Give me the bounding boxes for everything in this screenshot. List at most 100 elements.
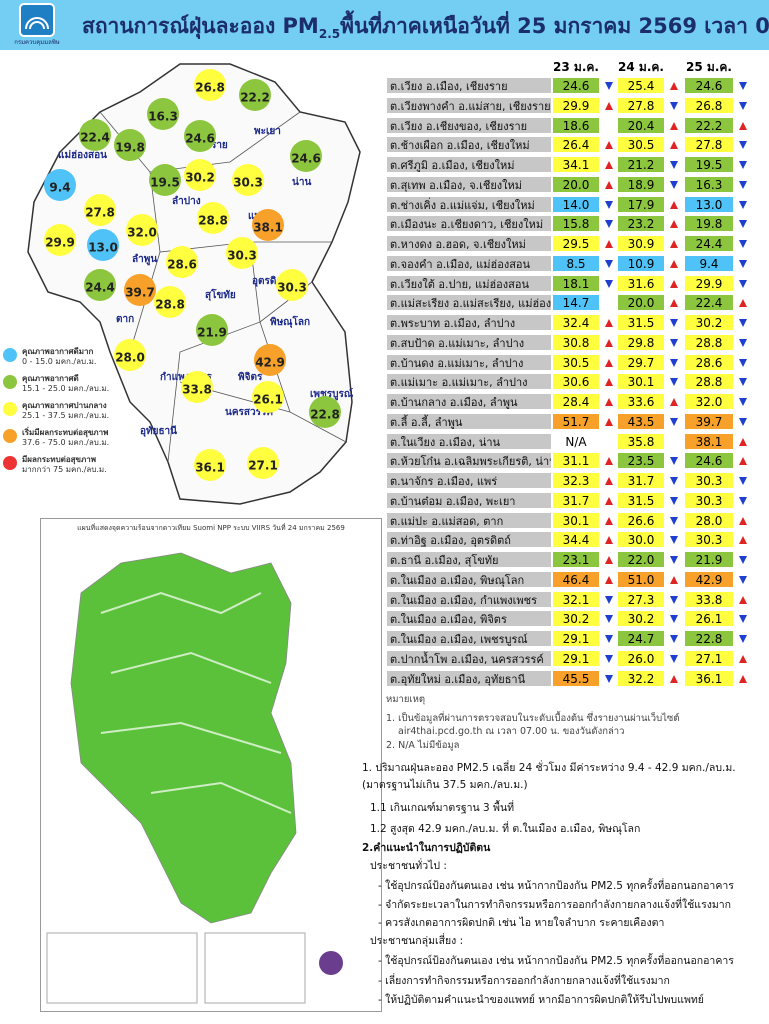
trend-down	[670, 615, 678, 624]
pm-value: 20.0	[617, 294, 665, 312]
trend-down	[670, 378, 678, 387]
trend-up	[605, 319, 613, 327]
trend-down	[739, 635, 747, 643]
pm-value: 30.9	[617, 235, 665, 252]
trend-arrow	[739, 496, 747, 505]
trend-up	[605, 556, 613, 564]
trend-up	[739, 437, 747, 446]
trend-up	[605, 536, 613, 545]
trend-arrow	[605, 200, 613, 209]
station-value: 26.8	[195, 81, 225, 95]
province-label: พะเยา	[254, 126, 281, 137]
trend-down	[670, 595, 678, 604]
trend-arrow	[739, 595, 747, 604]
province-label: ตาก	[116, 314, 134, 325]
trend-down	[605, 615, 613, 624]
station-name: ต.บ้านดง อ.แม่เมาะ, ลำปาง	[386, 353, 552, 371]
trend-arrow	[739, 556, 747, 564]
station-name: ต.แม่เมาะ อ.แม่เมาะ, ลำปาง	[386, 373, 552, 391]
pm-value: 35.8	[617, 432, 665, 450]
pm-value: 24.6	[684, 77, 734, 94]
pm-value: 34.4	[552, 531, 600, 549]
trend-arrow	[605, 338, 613, 347]
station-value: 22.2	[240, 91, 270, 105]
pm-value: 30.3	[684, 531, 734, 549]
pm-value: 29.9	[684, 274, 734, 292]
pm-value: 30.2	[617, 610, 665, 628]
trend-up	[670, 240, 678, 248]
trend-down	[670, 101, 678, 110]
station-bubble	[194, 69, 226, 101]
trend-arrow	[670, 536, 678, 545]
station-value: 38.1	[253, 221, 283, 235]
province-label: น่าน	[292, 176, 311, 188]
station-bubble	[87, 229, 119, 261]
trend-arrow	[739, 279, 747, 288]
trend-up	[739, 654, 747, 663]
trend-down	[739, 319, 747, 327]
station-bubble	[194, 449, 226, 481]
pm-value: 32.1	[552, 590, 600, 608]
trend-arrow	[670, 674, 678, 683]
pm-value: 26.1	[684, 610, 734, 628]
pm-value: 10.9	[617, 254, 665, 272]
pm-value: 29.7	[617, 353, 665, 371]
station-name: ต.ห้วยโก๋น อ.เฉลิมพระเกียรติ, น่าน	[386, 452, 552, 470]
trend-arrow	[739, 299, 747, 308]
trend-down	[739, 200, 747, 209]
map-legend: คุณภาพอากาศดีมาก 0 - 15.0 มคก./ลบ.ม. คุณภา…	[0, 345, 120, 485]
trend-arrow	[670, 477, 678, 485]
header-banner	[0, 0, 769, 50]
trend-down	[739, 477, 747, 485]
legend-title: คุณภาพอากาศปานกลาง	[22, 401, 107, 410]
trend-arrow	[605, 161, 613, 169]
station-name: ต.เวียงใต้ อ.ปาย, แม่ฮ่องสอน	[386, 274, 552, 292]
pm-value: 8.5	[552, 254, 600, 272]
trend-arrow	[670, 556, 678, 564]
pm-value: 28.4	[552, 393, 600, 410]
trend-down	[739, 259, 747, 268]
trend-up	[605, 101, 613, 110]
trend-arrow	[605, 240, 613, 248]
title-sub: 2.5	[318, 27, 341, 42]
trend-up	[605, 575, 613, 584]
trend-up	[739, 595, 747, 604]
station-bubble	[181, 371, 213, 403]
summary-line: ประชาชนทั่วไป :	[370, 860, 447, 872]
station-bubble	[184, 120, 216, 152]
summary-line: - ควรสังเกตอาการผิดปกติ เช่น ไอ หายใจลำบ…	[378, 917, 665, 929]
pm-value: 9.4	[684, 254, 734, 272]
trend-arrow	[605, 417, 613, 426]
station-value: 19.5	[150, 176, 180, 190]
pm-value: 14.7	[552, 294, 600, 312]
agency-logo	[319, 951, 343, 975]
trend-down	[739, 575, 747, 584]
station-value: 32.0	[127, 226, 157, 240]
pm-value: 28.0	[684, 511, 734, 529]
station-value: 13.0	[88, 241, 118, 255]
trend-down	[739, 496, 747, 505]
legend-title: มีผลกระทบต่อสุขภาพ	[22, 455, 97, 464]
pm-value: 23.5	[617, 452, 665, 470]
station-name: ต.ช้างเผือก อ.เมือง, เชียงใหม่	[386, 136, 552, 154]
trend-arrow	[670, 279, 678, 288]
province-label: แม่ฮ่องสอน	[58, 149, 107, 161]
station-bubble	[126, 214, 158, 246]
pm-value: 16.3	[684, 175, 734, 193]
station-bubble	[79, 119, 111, 151]
trend-down	[670, 161, 678, 169]
station-bubble	[147, 98, 179, 130]
trend-down	[605, 82, 613, 90]
trend-arrow	[670, 575, 678, 584]
station-name: ต.เมืองนะ อ.เชียงดาว, เชียงใหม่	[386, 215, 552, 233]
trend-arrow	[739, 654, 747, 663]
trend-down	[605, 674, 613, 683]
summary-line: - เลี่ยงการทำกิจกรรมหรือการออกกำลังกายกล…	[378, 975, 670, 987]
pm-value: 15.8	[552, 215, 600, 233]
trend-up	[670, 141, 678, 150]
trend-up	[670, 279, 678, 288]
station-name: ต.จองคำ อ.เมือง, แม่ฮ่องสอน	[386, 254, 552, 272]
station-name: ต.ในเมือง อ.เมือง, พิจิตร	[386, 610, 552, 628]
trend-arrow	[739, 220, 747, 229]
station-value: 9.4	[49, 181, 70, 195]
